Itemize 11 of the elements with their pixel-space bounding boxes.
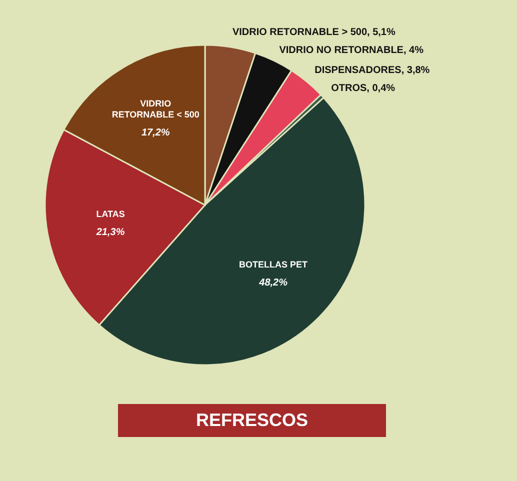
data-label: 48,2%	[258, 277, 288, 288]
data-label: 21,3%	[95, 227, 125, 238]
text: REFRESCOS	[118, 404, 386, 437]
slice-label: VIDRIO RETORNABLE < 500	[112, 98, 200, 120]
slice-label: DISPENSADORES, 3,8%	[314, 65, 430, 76]
slice-label: VIDRIO NO RETORNABLE, 4%	[279, 44, 424, 56]
slice-label: OTROS, 0,4%	[331, 83, 396, 94]
data-label: 17,2%	[141, 128, 170, 139]
slice-label: LATAS	[96, 209, 125, 220]
slice-label: BOTELLAS PET	[239, 259, 308, 270]
slice-label: VIDRIO RETORNABLE > 500, 5,1%	[232, 26, 396, 38]
